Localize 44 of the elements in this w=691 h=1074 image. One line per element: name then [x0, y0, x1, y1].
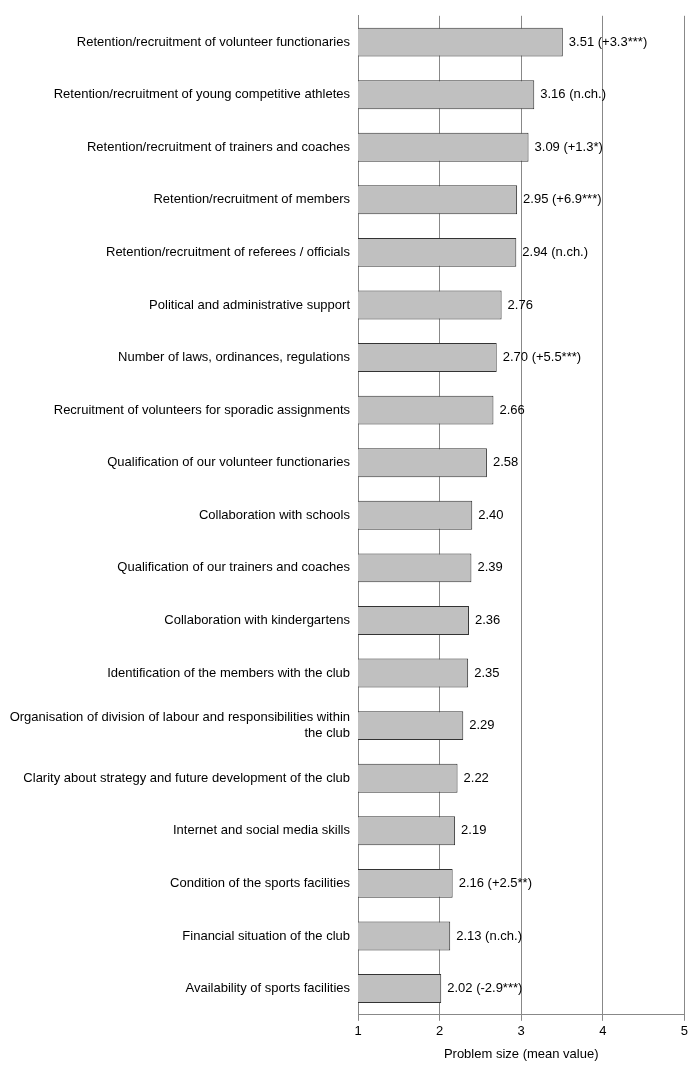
data-label: 2.22: [463, 769, 489, 785]
y-tick-label: Recruitment of volunteers for sporadic assignments: [53, 401, 351, 417]
data-label: 2.40: [478, 506, 504, 522]
y-tick-label: Identification of the members with the club: [107, 664, 350, 680]
y-tick-label: Retention/recruitment of young competitive athletes: [53, 86, 351, 102]
x-tick-label: 2: [435, 1023, 444, 1039]
data-label: 2.58: [492, 454, 519, 470]
y-tick-label: Political and administrative support: [149, 296, 351, 312]
y-tick-label: Retention/recruitment of volunteer functionaries: [76, 33, 351, 49]
y-tick-label: Condition of the sports facilities: [170, 874, 351, 890]
y-tick-label: Retention/recruitment of referees / officials: [106, 243, 351, 259]
x-tick-label: 1: [354, 1023, 362, 1039]
data-label: 3.09 (+1.3*): [534, 138, 603, 154]
data-label: 2.29: [469, 717, 495, 733]
data-label: 2.95 (+6.9***): [523, 191, 602, 207]
y-tick-label: Qualification of our trainers and coaches: [117, 559, 351, 575]
y-tick-label: Internet and social media skills: [172, 822, 351, 838]
data-label: 2.94 (n.ch.): [522, 243, 589, 259]
x-tick-label: 3: [517, 1023, 525, 1039]
data-label: 2.02 (-2.9***): [447, 980, 523, 996]
data-label: 2.35: [474, 664, 500, 680]
y-tick-label: Number of laws, ordinances, regulations: [118, 349, 351, 365]
y-tick-label: Collaboration with kindergartens: [164, 612, 351, 628]
y-tick-label: Availability of sports facilities: [185, 980, 351, 996]
data-label: 2.76: [507, 296, 533, 312]
y-tick-label: Financial situation of the club: [182, 927, 350, 943]
y-tick-label: Qualification of our volunteer functionaries: [107, 454, 351, 470]
data-label: 2.70 (+5.5***): [502, 349, 582, 365]
x-tick-label: 4: [599, 1023, 607, 1039]
data-label: 2.36: [474, 612, 501, 628]
data-label: 2.16 (+2.5**): [458, 874, 533, 890]
y-tick-label: Retention/recruitment of trainers and coaches: [86, 138, 351, 154]
data-label: 2.13 (n.ch.): [456, 927, 522, 943]
data-label: 2.39: [477, 559, 503, 575]
y-tick-label: Clarity about strategy and future development of the club: [23, 769, 350, 785]
data-label: 3.16 (n.ch.): [540, 86, 607, 102]
data-label: 2.66: [499, 401, 525, 417]
x-tick-label: 5: [680, 1023, 688, 1039]
data-label: 3.51 (+3.3***): [568, 33, 648, 49]
y-tick-label: Collaboration with schools: [198, 506, 351, 522]
data-label: 2.19: [461, 822, 487, 838]
y-tick-label: Organisation of division of labour and responsibilities within the club: [9, 709, 350, 740]
y-tick-label: Retention/recruitment of members: [153, 191, 351, 207]
x-axis-title: Problem size (mean value): [443, 1045, 599, 1061]
